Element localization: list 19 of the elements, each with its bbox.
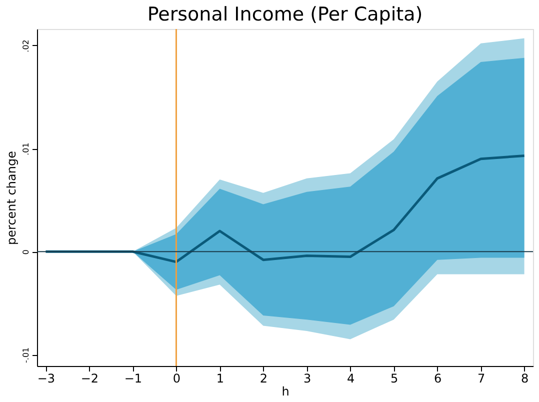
x-tick-label: 2: [260, 372, 268, 386]
x-tick-label: −3: [37, 372, 56, 386]
y-tick-label: .02: [22, 40, 30, 52]
x-tick-label: 7: [477, 372, 486, 386]
x-tick-label: −1: [124, 372, 142, 386]
x-tick-label: 0: [172, 372, 181, 386]
x-tick-label: 1: [216, 372, 224, 386]
x-tick-label: 8: [520, 372, 529, 386]
x-tick-label: 4: [346, 372, 355, 386]
chart-title: Personal Income (Per Capita): [147, 3, 423, 26]
x-tick-label: 3: [303, 372, 312, 386]
y-tick-label: 0: [22, 250, 30, 255]
y-tick-label: -.01: [22, 347, 30, 363]
x-tick-label: −2: [80, 372, 99, 386]
x-tick-label: 6: [434, 372, 442, 386]
x-tick-label: 5: [390, 372, 398, 386]
x-axis-title: h: [282, 384, 290, 398]
y-tick-label: .01: [22, 142, 30, 156]
y-axis-title: percent change: [4, 151, 18, 245]
